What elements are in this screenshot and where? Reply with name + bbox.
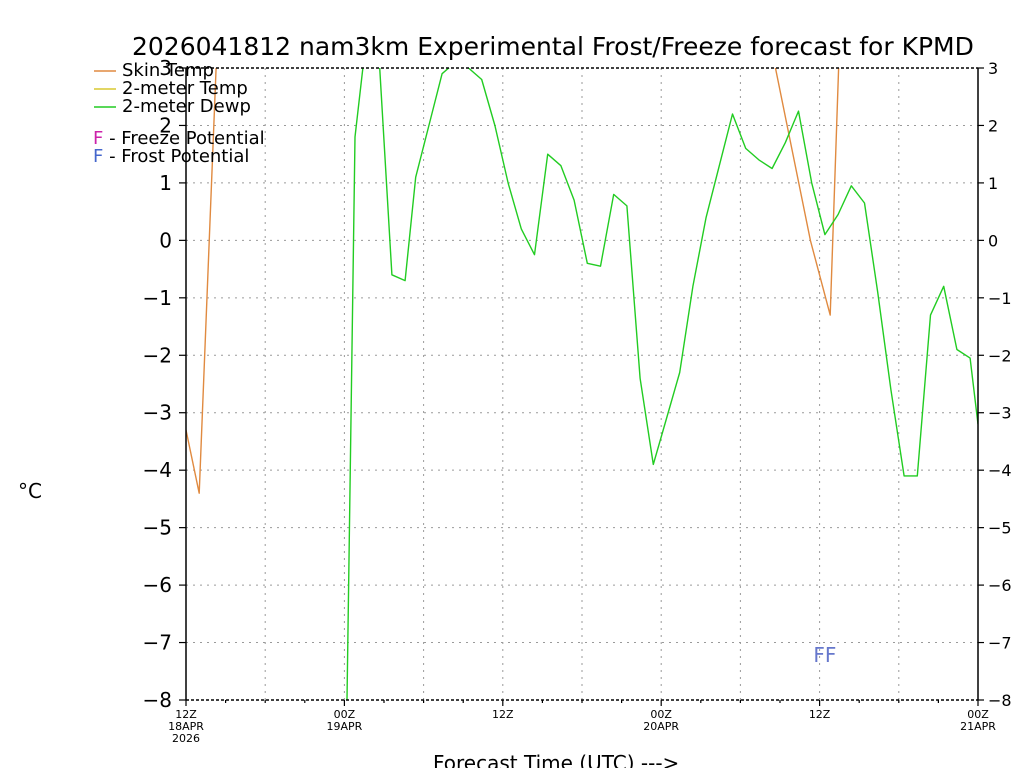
x-tick-label: 21APR	[960, 720, 996, 733]
y-tick-label-right: 2	[988, 116, 998, 135]
frost-label: - Frost Potential	[109, 146, 249, 167]
y-tick-label-left: 3	[159, 56, 172, 80]
legend-frost-potential: F - Frost Potential	[93, 146, 249, 167]
y-tick-label-right: −2	[988, 346, 1012, 365]
x-tick-label: 12Z	[175, 708, 197, 721]
x-axis-label: Forecast Time (UTC) --->	[433, 751, 679, 768]
y-tick-label-left: −1	[143, 286, 172, 310]
x-tick-label: 00Z	[650, 708, 672, 721]
x-tick-label: 00Z	[967, 708, 989, 721]
y-tick-label-left: −8	[143, 688, 172, 712]
y-tick-label-right: −6	[988, 576, 1012, 595]
y-tick-label-right: 1	[988, 174, 998, 193]
y-tick-label-right: −4	[988, 461, 1012, 480]
x-tick-label: 2026	[172, 732, 200, 745]
legend-label-2m-temp: 2-meter Temp	[122, 78, 248, 99]
y-tick-label-right: −8	[988, 691, 1012, 710]
annotations: FF	[813, 643, 836, 667]
y-tick-label-left: −6	[143, 573, 172, 597]
frost-annotation: FF	[813, 643, 836, 667]
y-tick-label-left: 0	[159, 228, 172, 252]
y-tick-label-left: −2	[143, 343, 172, 367]
x-tick-label: 19APR	[326, 720, 362, 733]
legend-freeze-potential: F - Freeze Potential	[93, 128, 265, 149]
x-tick-label: 20APR	[643, 720, 679, 733]
x-tick-label: 00Z	[334, 708, 356, 721]
y-tick-label-left: −7	[143, 631, 172, 655]
y-tick-label-right: −1	[988, 289, 1012, 308]
y-tick-label-right: 0	[988, 231, 998, 250]
legend-label-skin-temp: Skin Temp	[122, 60, 214, 81]
y-tick-label-left: −5	[143, 516, 172, 540]
y-tick-label-left: 2	[159, 113, 172, 137]
y-axis-left-ticks: 3 2 1 0 −1 −2 −3 −4 −5 −6 −7 −8	[143, 56, 186, 712]
x-tick-label: 12Z	[809, 708, 831, 721]
freeze-letter: F	[93, 128, 103, 149]
y-axis-right-ticks: 3 2 1 0 −1 −2 −3 −4 −5 −6 −7 −8	[978, 59, 1012, 710]
series-layer	[186, 68, 978, 700]
y-tick-label-right: −7	[988, 634, 1012, 653]
series-line-skin-temp	[186, 68, 840, 494]
grid-lines	[186, 68, 978, 700]
y-tick-label-left: 1	[159, 171, 172, 195]
chart-title: 2026041812 nam3km Experimental Frost/Fre…	[132, 32, 974, 61]
legend: Skin Temp 2-meter Temp 2-meter Dewp F - …	[93, 60, 265, 167]
freeze-label: - Freeze Potential	[109, 128, 265, 149]
y-tick-label-right: −5	[988, 519, 1012, 538]
y-axis-label: °C	[18, 479, 42, 503]
legend-label-2m-dewp: 2-meter Dewp	[122, 96, 251, 117]
series-line-2-meter-dewp	[346, 68, 978, 700]
x-tick-label: 12Z	[492, 708, 514, 721]
y-tick-label-left: −3	[143, 401, 172, 425]
y-tick-label-right: 3	[988, 59, 998, 78]
x-tick-label: 18APR	[168, 720, 204, 733]
frost-letter: F	[93, 146, 103, 167]
y-tick-label-right: −3	[988, 404, 1012, 423]
y-tick-label-left: −4	[143, 458, 172, 482]
